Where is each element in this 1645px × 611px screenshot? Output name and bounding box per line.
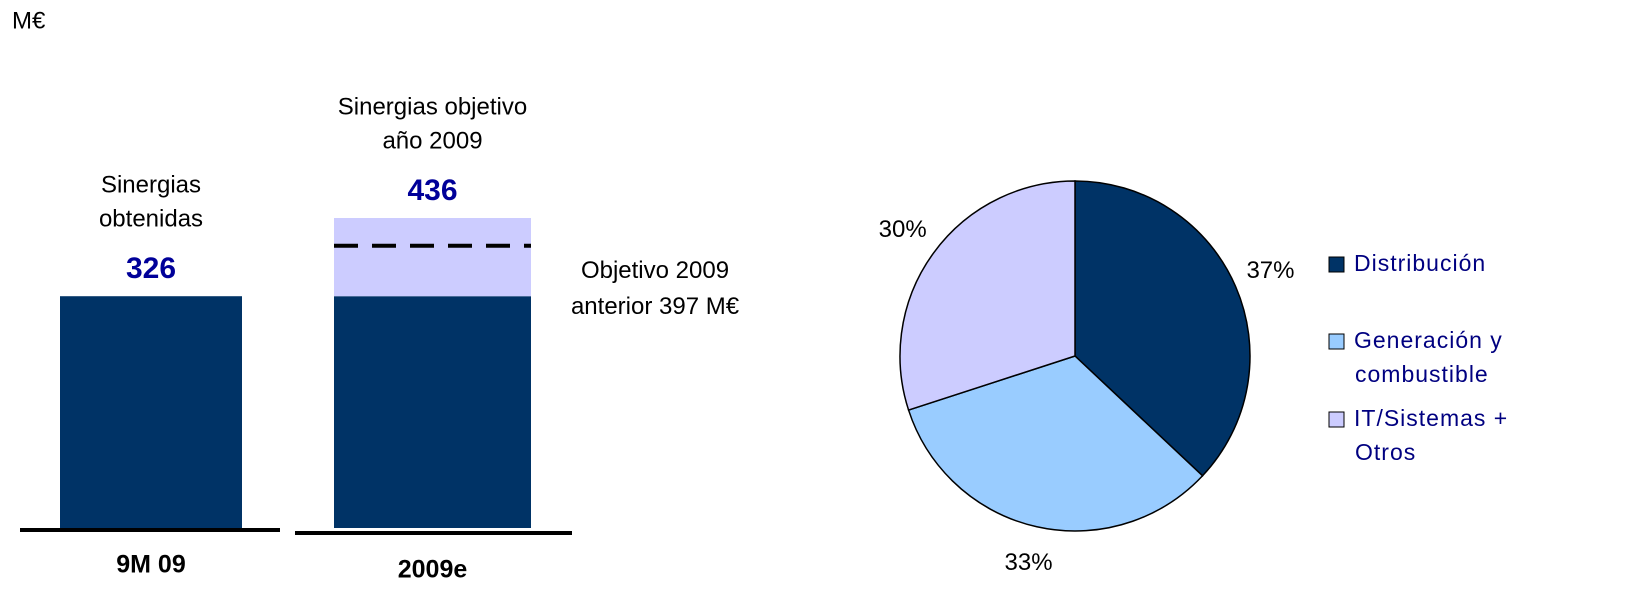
legend-swatch — [1328, 411, 1345, 428]
pie-label: 37% — [1246, 257, 1294, 284]
bar-segment — [334, 218, 531, 297]
legend-label: Otros — [1355, 439, 1416, 465]
legend-swatch — [1328, 333, 1345, 350]
pie-slice — [907, 355, 1204, 532]
pie-slice — [899, 180, 1076, 412]
pie-slice — [1074, 180, 1251, 477]
reference-label: Objetivo 2009 — [581, 257, 729, 284]
bar-note: obtenidas — [99, 206, 203, 233]
total-label: 326 — [126, 252, 176, 285]
bar-note: Sinergias — [101, 172, 201, 199]
legend-swatch — [1328, 256, 1345, 273]
bar-note: año 2009 — [382, 127, 482, 154]
pie-label: 30% — [879, 216, 927, 243]
reference-label: anterior 397 M€ — [571, 293, 740, 320]
legend-label: Distribución — [1354, 250, 1486, 276]
legend-label: IT/Sistemas + — [1354, 405, 1508, 431]
x-tick-label: 9M 09 — [116, 551, 185, 579]
legend-label: Generación y — [1354, 327, 1503, 353]
unit-label: M€ — [12, 7, 46, 34]
total-label: 436 — [407, 174, 457, 207]
bar-segment — [334, 296, 531, 528]
bar-note: Sinergias objetivo — [338, 93, 527, 120]
bar-segment — [60, 296, 242, 528]
x-tick-label: 2009e — [398, 556, 468, 584]
pie-label: 33% — [1005, 549, 1053, 576]
legend-label: combustible — [1355, 361, 1489, 387]
